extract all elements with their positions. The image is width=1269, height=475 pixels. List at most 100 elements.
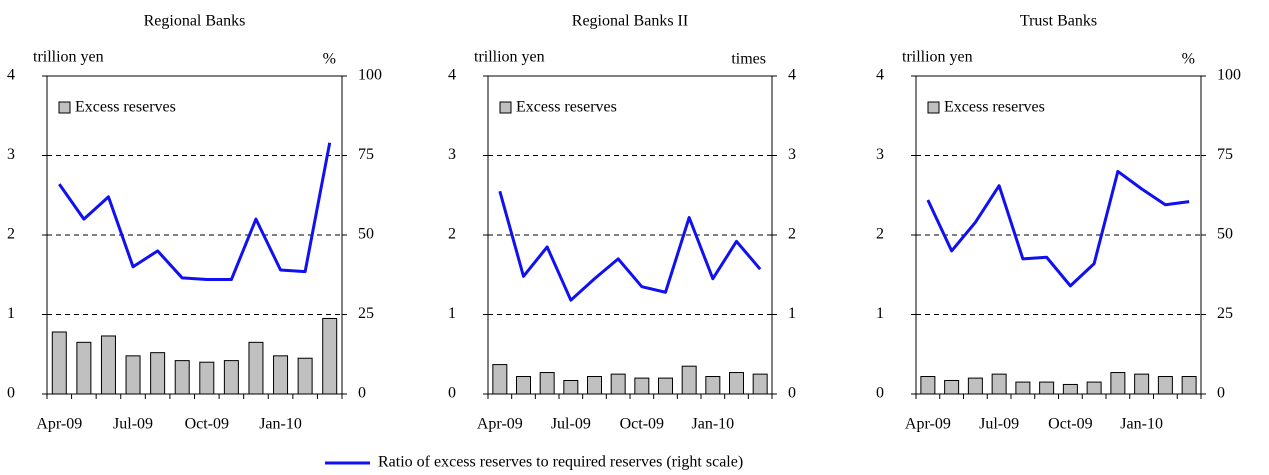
bar [297,357,313,395]
y-tick-label: 0 [7,385,15,402]
bar [1110,372,1126,395]
bar [248,341,264,395]
x-tick-label: Jan-10 [692,416,735,433]
plot-frame [46,75,343,395]
y2-axis-unit: times [731,51,766,68]
chart-title: Trust Banks [1020,13,1097,30]
y2-tick-label: 0 [788,385,796,402]
x-tick-label: Apr-09 [36,416,82,433]
bar [563,379,579,395]
x-tick-label: Apr-09 [477,416,523,433]
bar [1181,376,1197,395]
bar [1134,373,1150,395]
y-tick-label: 4 [448,67,456,84]
y2-axis-unit: % [1182,51,1195,68]
y-tick-label: 4 [876,67,884,84]
y-axis-unit: trillion yen [33,49,104,66]
x-tick-label: Apr-09 [905,416,951,433]
bar [944,379,960,395]
legend-line-label: Ratio of excess reserves to required res… [378,454,743,471]
line-series [498,190,762,302]
y2-tick-label: 50 [1217,226,1233,243]
y2-tick-label: 100 [1217,67,1241,84]
x-tick-label: Oct-09 [185,416,229,433]
bar [681,365,697,395]
bar [658,377,673,395]
legend-swatch [58,101,71,114]
y-tick-label: 2 [876,226,884,243]
line-series [926,169,1190,288]
plot-frame [487,75,773,395]
y2-tick-label: 0 [1217,385,1225,402]
bar [1039,381,1055,395]
x-tick-label: Jul-09 [113,416,153,433]
y-tick-label: 4 [7,67,15,84]
bar [1015,381,1031,395]
bar [516,376,531,395]
y2-tick-label: 0 [358,385,366,402]
y-tick-label: 3 [448,146,456,163]
bar [991,373,1007,395]
y-tick-label: 3 [876,146,884,163]
y-tick-label: 0 [876,385,884,402]
bar [76,341,92,395]
legend-swatch [499,101,512,114]
y-tick-label: 2 [7,226,15,243]
bar [967,377,983,395]
chart-title: Regional Banks II [572,13,688,30]
bar [634,377,650,395]
bar [322,317,338,395]
y2-tick-label: 50 [358,226,374,243]
bar [1086,381,1102,395]
bar [150,352,166,395]
legend-label: Excess reserves [516,99,617,116]
y-axis-unit: trillion yen [474,49,545,66]
y-tick-label: 1 [7,305,15,322]
line-series [58,142,332,282]
x-tick-label: Jan-10 [259,416,302,433]
y-tick-label: 0 [448,385,456,402]
legend-label: Excess reserves [944,99,1045,116]
bar [51,331,67,395]
plot-frame [915,75,1202,395]
legend-swatch [927,101,940,114]
bar [174,360,190,395]
bar [492,364,508,395]
bar [273,355,289,395]
x-tick-label: Oct-09 [620,416,664,433]
y-tick-label: 1 [448,305,456,322]
bar [729,372,744,395]
y2-tick-label: 25 [358,305,374,322]
legend-label: Excess reserves [75,99,176,116]
bar [125,355,141,395]
bar [539,372,555,395]
y-tick-label: 3 [7,146,15,163]
y2-tick-label: 75 [358,146,374,163]
bar [1062,383,1078,395]
bar [705,376,721,395]
y-tick-label: 2 [448,226,456,243]
x-tick-label: Jul-09 [979,416,1019,433]
y2-tick-label: 25 [1217,305,1233,322]
bar [199,361,215,395]
chart-title: Regional Banks [144,13,246,30]
bar [1157,376,1173,395]
x-tick-label: Jul-09 [551,416,591,433]
y-tick-label: 1 [876,305,884,322]
y2-tick-label: 4 [788,67,796,84]
x-tick-label: Oct-09 [1048,416,1092,433]
bar [587,376,602,395]
bar [610,373,626,395]
bar [100,335,116,395]
x-tick-label: Jan-10 [1120,416,1163,433]
y2-tick-label: 3 [788,146,796,163]
y2-tick-label: 2 [788,226,796,243]
y2-tick-label: 75 [1217,146,1233,163]
y-axis-unit: trillion yen [902,49,973,66]
y2-tick-label: 100 [358,67,382,84]
bar [223,360,239,395]
bar [920,376,936,395]
bar [752,373,768,395]
y2-tick-label: 1 [788,305,796,322]
